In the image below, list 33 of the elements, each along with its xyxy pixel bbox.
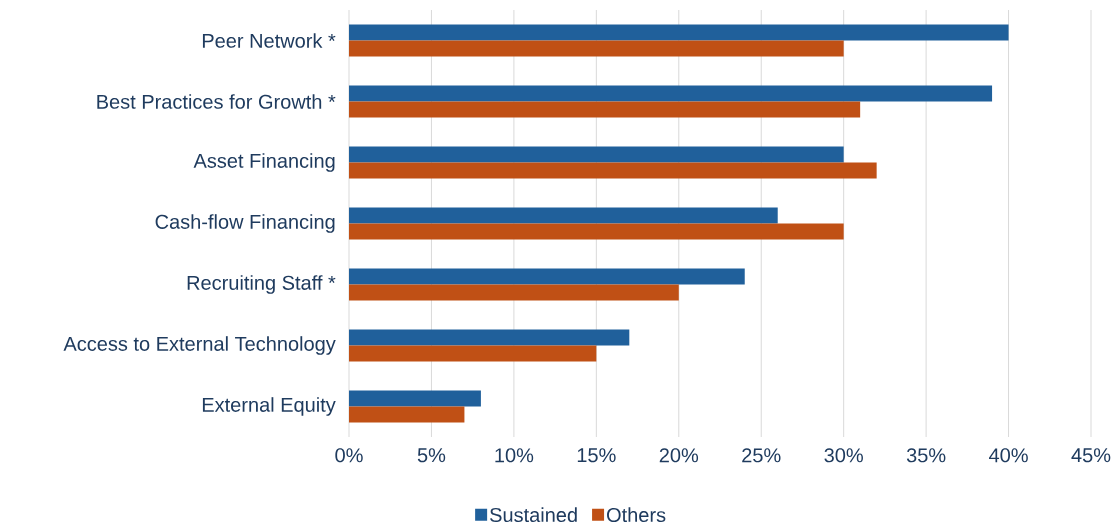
y-tick-label: External Equity [202, 397, 336, 416]
legend-label: Others [607, 507, 666, 523]
bar [349, 101, 861, 118]
y-tick-label: Peer Network * [202, 33, 336, 48]
y-tick-label: Best Practices for Growth * [97, 94, 336, 109]
bar [349, 24, 1009, 41]
x-tick-label: 35% [906, 448, 946, 463]
bar [349, 223, 844, 240]
bar [349, 146, 844, 163]
bar [349, 268, 745, 285]
y-tick-label: Recruiting Staff * [187, 275, 336, 294]
x-tick-label: 30% [824, 448, 863, 463]
x-tick-label: 10% [495, 448, 534, 463]
bar [349, 207, 778, 224]
bar [349, 390, 481, 407]
x-tick-label: 15% [577, 448, 616, 463]
bar [349, 85, 993, 102]
x-tick-label: 40% [989, 448, 1028, 463]
bar [349, 329, 630, 346]
bar [349, 406, 465, 423]
x-tick-label: 20% [659, 448, 699, 463]
legend-label: Sustained [490, 507, 577, 523]
bar [349, 284, 679, 301]
x-tick-label: 5% [417, 448, 446, 463]
y-tick-label: Asset Financing [193, 153, 335, 172]
x-tick-label: 0% [335, 448, 363, 463]
bar [349, 345, 597, 362]
y-tick-label: Cash-flow Financing [155, 214, 335, 233]
bar [349, 162, 877, 179]
x-tick-label: 45% [1071, 448, 1111, 463]
y-tick-label: Access to External Technology [63, 336, 336, 355]
bar [349, 40, 844, 57]
x-tick-label: 25% [742, 448, 781, 463]
